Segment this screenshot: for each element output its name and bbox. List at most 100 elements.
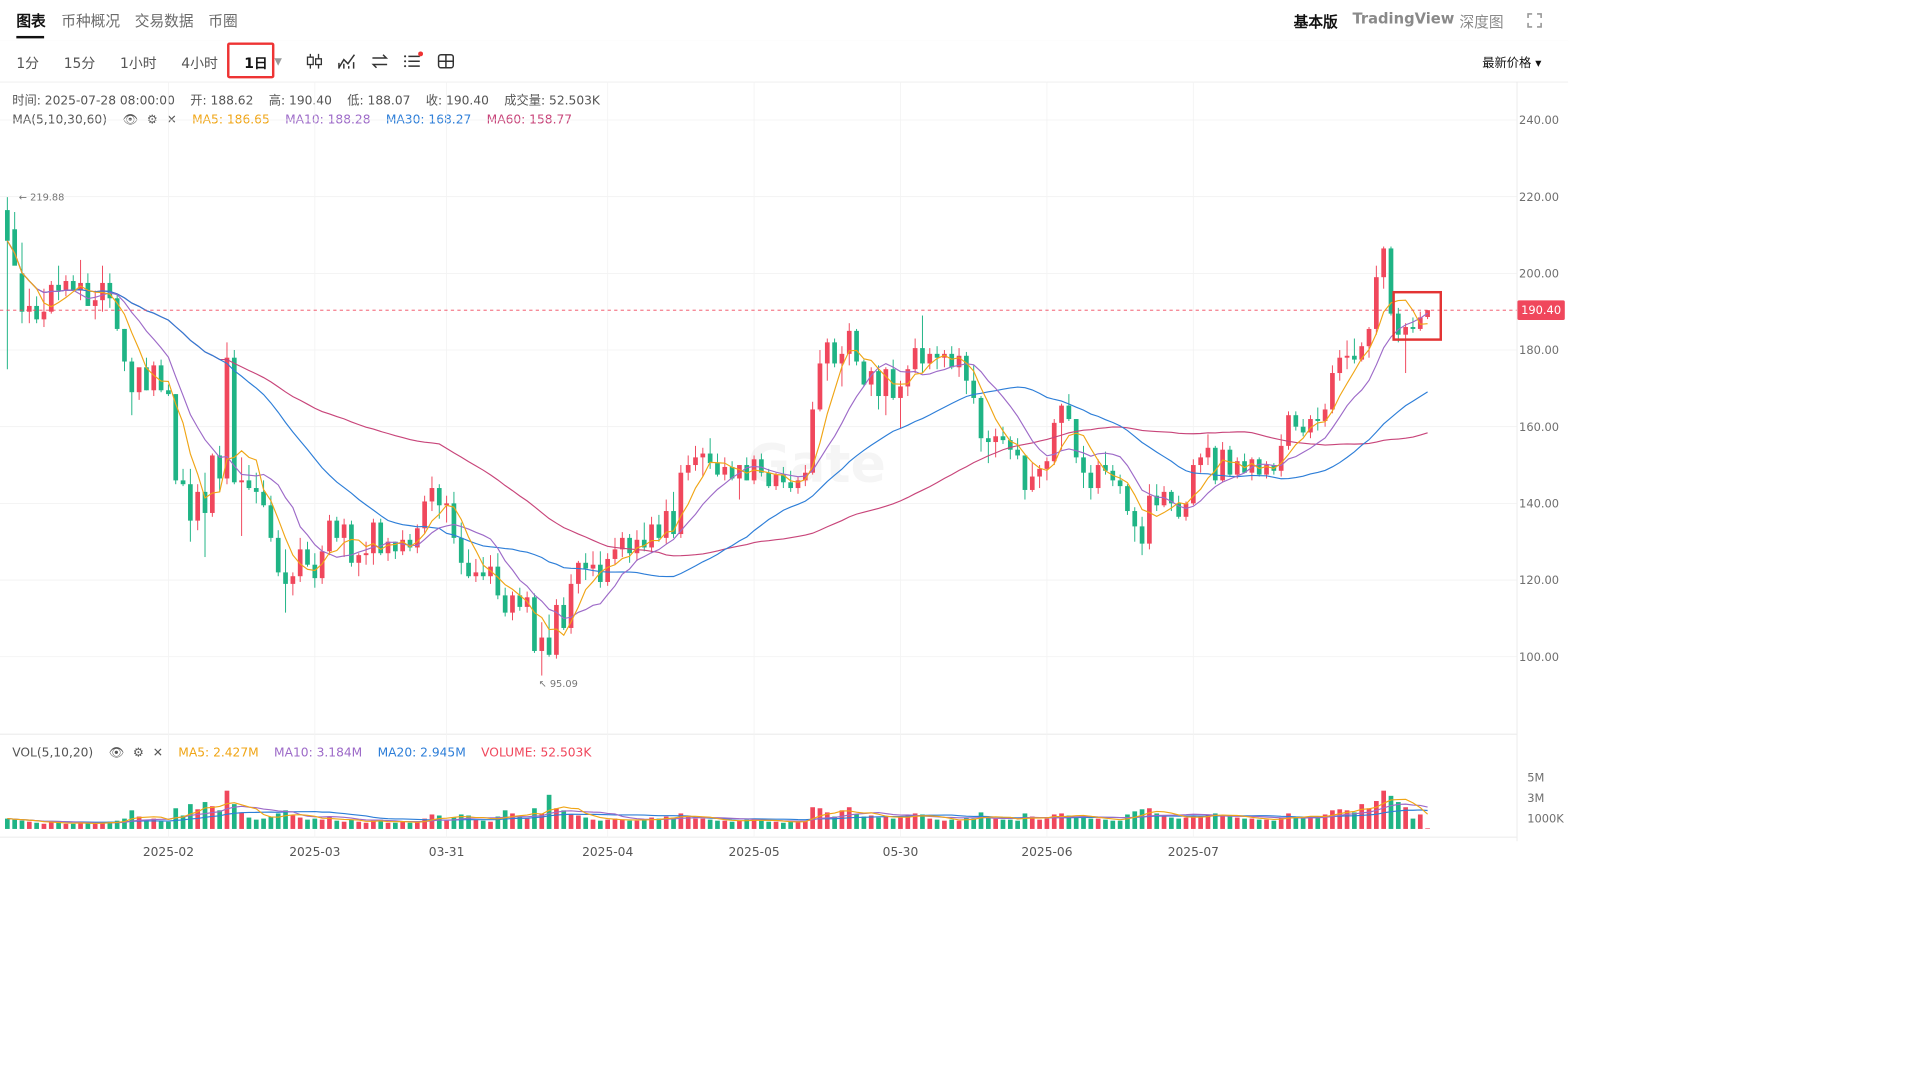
- settings-list-icon[interactable]: [402, 51, 424, 71]
- candle-body: [663, 511, 669, 538]
- volume-bar: [649, 817, 654, 829]
- volume-bar: [949, 819, 955, 829]
- candle-body: [1088, 472, 1094, 489]
- candle-body: [583, 562, 589, 569]
- settings-icon[interactable]: ⚙: [146, 111, 158, 127]
- volume-bar: [466, 815, 471, 829]
- candle-body: [832, 342, 837, 364]
- last-price-label-bg: [1517, 300, 1565, 320]
- volume-bar: [597, 820, 603, 829]
- volume-bar: [1205, 814, 1211, 829]
- candle-body: [356, 555, 362, 563]
- timeframe-1h[interactable]: 1小时: [120, 55, 157, 72]
- timeframe-4h[interactable]: 4小时: [181, 55, 218, 72]
- volume-bar: [422, 818, 427, 829]
- volume-bar: [239, 812, 244, 829]
- volume-bar: [656, 818, 662, 829]
- ma-legend-name: MA(5,10,30,60): [12, 111, 108, 127]
- candle-body: [1198, 457, 1203, 466]
- price-tick: 220.00: [1519, 190, 1559, 204]
- candle-body: [436, 488, 442, 506]
- time-value: 2025-07-28 08:00:00: [44, 93, 175, 108]
- candle-body: [1344, 355, 1350, 358]
- ma60-value: MA60: 158.77: [486, 111, 573, 127]
- volume-bar: [173, 808, 179, 829]
- volume-bar: [539, 813, 545, 829]
- volume-bar: [1352, 812, 1357, 829]
- candle-body: [1190, 465, 1196, 504]
- volume-bar: [1095, 818, 1101, 829]
- volume-bar: [1125, 814, 1130, 829]
- timeframe-dropdown-icon[interactable]: ▼: [274, 55, 282, 67]
- timeframe-15m[interactable]: 15分: [63, 55, 96, 72]
- candle-body: [964, 355, 969, 381]
- candle-body: [846, 330, 852, 354]
- volume-bar: [1198, 816, 1203, 829]
- layout-icon[interactable]: [435, 51, 456, 71]
- volume-bar: [751, 818, 757, 829]
- vol-close-icon[interactable]: ✕: [152, 744, 163, 760]
- candle-body: [63, 281, 69, 291]
- candle-body: [1154, 495, 1160, 506]
- ma60-line: [6, 240, 1428, 557]
- volume-bar: [1007, 819, 1013, 829]
- basic-version-link[interactable]: 基本版: [1293, 13, 1338, 32]
- candle-body: [12, 229, 18, 266]
- volume-bar: [693, 818, 698, 829]
- ma30-line: [6, 240, 1428, 578]
- candle-body: [1132, 511, 1138, 527]
- candle-body: [898, 386, 903, 398]
- candle-body: [685, 465, 691, 473]
- candle-body: [253, 488, 259, 492]
- candle-body: [268, 505, 274, 538]
- expand-icon[interactable]: [1526, 11, 1544, 29]
- tab-chart[interactable]: 图表: [16, 13, 46, 31]
- volume-bar: [766, 821, 772, 829]
- volume-bar: [802, 820, 808, 829]
- volume-bar: [85, 822, 91, 829]
- volume-bar: [1374, 801, 1379, 829]
- volume-bar: [1242, 818, 1247, 829]
- tradingview-link[interactable]: TradingView: [1352, 10, 1455, 28]
- price-chart[interactable]: Gate 240.00220.00200.00180.00160.00140.0…: [0, 0, 1568, 882]
- volume-bar: [363, 822, 369, 829]
- candle-body: [56, 284, 61, 291]
- volume-bar: [707, 819, 713, 829]
- candle-body: [1264, 465, 1269, 475]
- depth-chart-link[interactable]: 深度图: [1459, 13, 1504, 32]
- tab-coin-circle[interactable]: 币圈: [208, 13, 238, 31]
- volume-bar: [854, 814, 859, 829]
- price-mode-select[interactable]: 最新价格 ▾: [1482, 55, 1542, 71]
- candle-body: [70, 281, 76, 291]
- volume-bar: [590, 819, 596, 829]
- indicator-icon[interactable]: [336, 51, 357, 71]
- volume-bar: [568, 814, 574, 829]
- grid-lines: [0, 81, 1517, 838]
- vol-settings-icon[interactable]: ⚙: [132, 744, 144, 760]
- candle-body: [1073, 419, 1079, 458]
- swap-icon[interactable]: [369, 51, 390, 71]
- ma-legend: MA(5,10,30,60) 👁 ⚙ ✕ MA5: 186.65 MA10: 1…: [12, 112, 583, 127]
- candle-body: [590, 564, 596, 569]
- candle-body: [554, 604, 559, 655]
- eye-icon[interactable]: 👁: [122, 111, 138, 127]
- vol-eye-icon[interactable]: 👁: [108, 744, 125, 760]
- volume-bar: [158, 820, 164, 829]
- volume-bar: [554, 808, 559, 829]
- price-tick: 100.00: [1519, 650, 1559, 664]
- timeframe-1m[interactable]: 1分: [16, 55, 40, 72]
- volume-bar: [224, 790, 230, 829]
- volume-bar: [12, 819, 18, 829]
- candle-body: [41, 311, 47, 320]
- ma10-line: [6, 240, 1428, 620]
- candle-body: [693, 457, 698, 466]
- tab-coin-overview[interactable]: 币种概况: [61, 13, 121, 31]
- candle-body: [495, 566, 501, 596]
- candle-body: [1117, 480, 1123, 487]
- candlestick-icon[interactable]: [304, 51, 325, 71]
- close-icon[interactable]: ✕: [166, 111, 177, 127]
- tab-trading-data[interactable]: 交易数据: [134, 13, 194, 31]
- timeframe-1d[interactable]: 1日: [244, 55, 268, 72]
- candle-body: [1352, 355, 1357, 360]
- volume-bar: [1169, 817, 1174, 829]
